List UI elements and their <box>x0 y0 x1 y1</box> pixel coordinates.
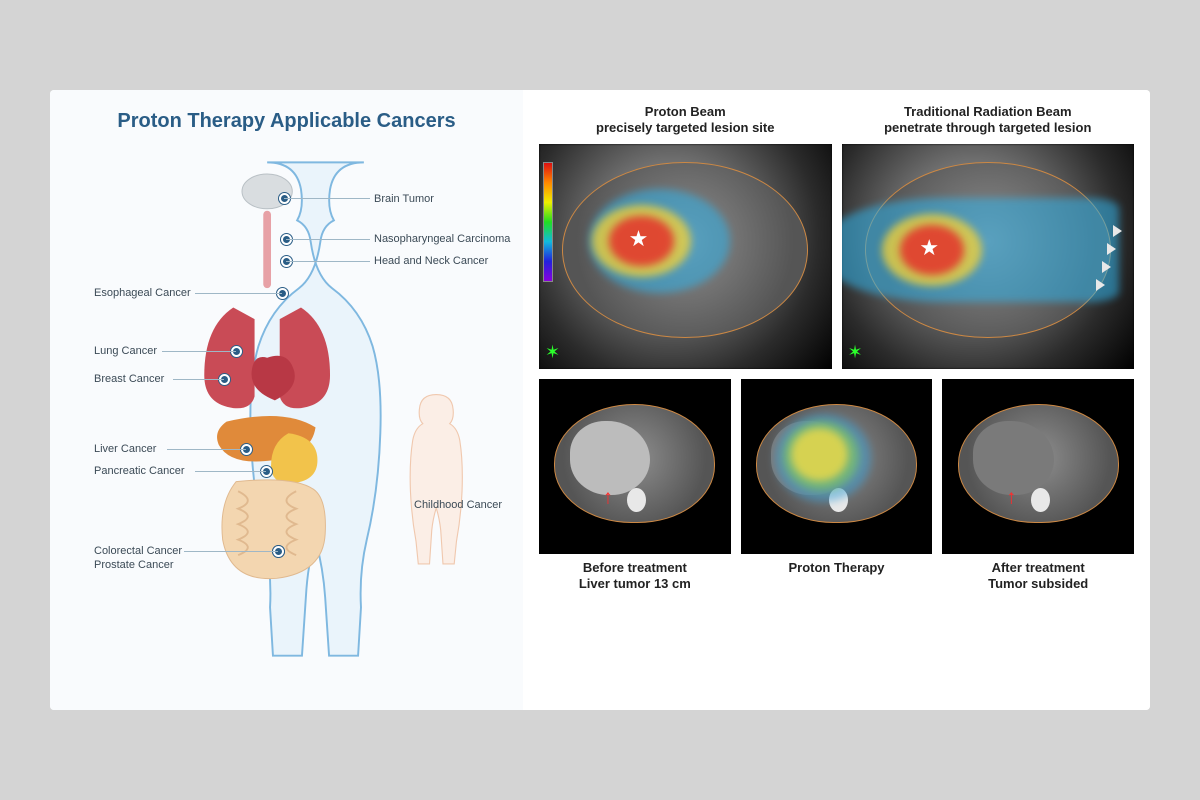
scans-panel: Proton Beamprecisely targeted lesion sit… <box>523 90 1150 710</box>
cancer-label: Head and Neck Cancer <box>374 255 488 267</box>
cancer-label: Esophageal Cancer <box>94 287 191 299</box>
applicable-cancers-panel: Proton Therapy Applicable Cancers <box>50 90 523 710</box>
leader-line <box>195 293 282 294</box>
proton-beam-column: Proton Beamprecisely targeted lesion sit… <box>539 104 832 369</box>
anatomy-svg <box>64 143 509 665</box>
left-title: Proton Therapy Applicable Cancers <box>64 110 509 133</box>
infographic-container: Proton Therapy Applicable Cancers <box>50 90 1150 710</box>
beam-comparison-row: Proton Beamprecisely targeted lesion sit… <box>539 104 1134 369</box>
cancer-label: Pancreatic Cancer <box>94 465 185 477</box>
cancer-label: Brain Tumor <box>374 193 434 205</box>
tumor-arrow-icon: ↑ <box>603 487 613 510</box>
treatment-progress-row: ↑ Before treatmentLiver tumor 13 cm Prot… <box>539 379 1134 594</box>
exit-beam-marker-icon <box>1096 279 1105 291</box>
leader-line <box>284 198 370 199</box>
tumor-arrow-icon: ↑ <box>1006 487 1016 510</box>
proton-therapy-column: Proton Therapy <box>741 379 933 594</box>
xray-beam-scan: ✶ ★ <box>842 144 1135 369</box>
orientation-figure-icon: ✶ <box>545 342 560 363</box>
after-treatment-scan: ↑ <box>942 379 1134 554</box>
cancer-label: Prostate Cancer <box>94 559 173 571</box>
xray-beam-title: Traditional Radiation Beampenetrate thro… <box>884 104 1091 138</box>
cancer-label: Breast Cancer <box>94 373 164 385</box>
proton-therapy-scan <box>741 379 933 554</box>
childhood-cancer-label: Childhood Cancer <box>414 499 502 511</box>
xray-beam-column: Traditional Radiation Beampenetrate thro… <box>842 104 1135 369</box>
proton-therapy-caption: Proton Therapy <box>788 560 884 594</box>
target-star-icon: ★ <box>629 226 649 252</box>
leader-line <box>167 449 246 450</box>
target-star-icon: ★ <box>919 235 939 261</box>
dose-colorbar <box>543 162 553 282</box>
leader-line <box>173 379 224 380</box>
before-treatment-scan: ↑ <box>539 379 731 554</box>
anatomy-diagram: Brain Tumor Nasopharyngeal Carcinoma Head … <box>64 143 509 683</box>
orientation-figure-icon: ✶ <box>848 342 863 363</box>
after-treatment-caption: After treatmentTumor subsided <box>988 560 1088 594</box>
exit-beam-marker-icon <box>1113 225 1122 237</box>
leader-line <box>195 471 266 472</box>
leader-line <box>162 351 236 352</box>
exit-beam-marker-icon <box>1102 261 1111 273</box>
cancer-label: Liver Cancer <box>94 443 156 455</box>
before-treatment-caption: Before treatmentLiver tumor 13 cm <box>579 560 691 594</box>
cancer-label: Colorectal Cancer <box>94 545 182 557</box>
proton-beam-scan: ✶ ★ <box>539 144 832 369</box>
cancer-label: Lung Cancer <box>94 345 157 357</box>
proton-beam-title: Proton Beamprecisely targeted lesion sit… <box>596 104 774 138</box>
exit-beam-marker-icon <box>1107 243 1116 255</box>
after-treatment-column: ↑ After treatmentTumor subsided <box>942 379 1134 594</box>
leader-line <box>286 239 370 240</box>
leader-line <box>184 551 278 552</box>
leader-line <box>286 261 370 262</box>
before-treatment-column: ↑ Before treatmentLiver tumor 13 cm <box>539 379 731 594</box>
cancer-label: Nasopharyngeal Carcinoma <box>374 233 510 245</box>
